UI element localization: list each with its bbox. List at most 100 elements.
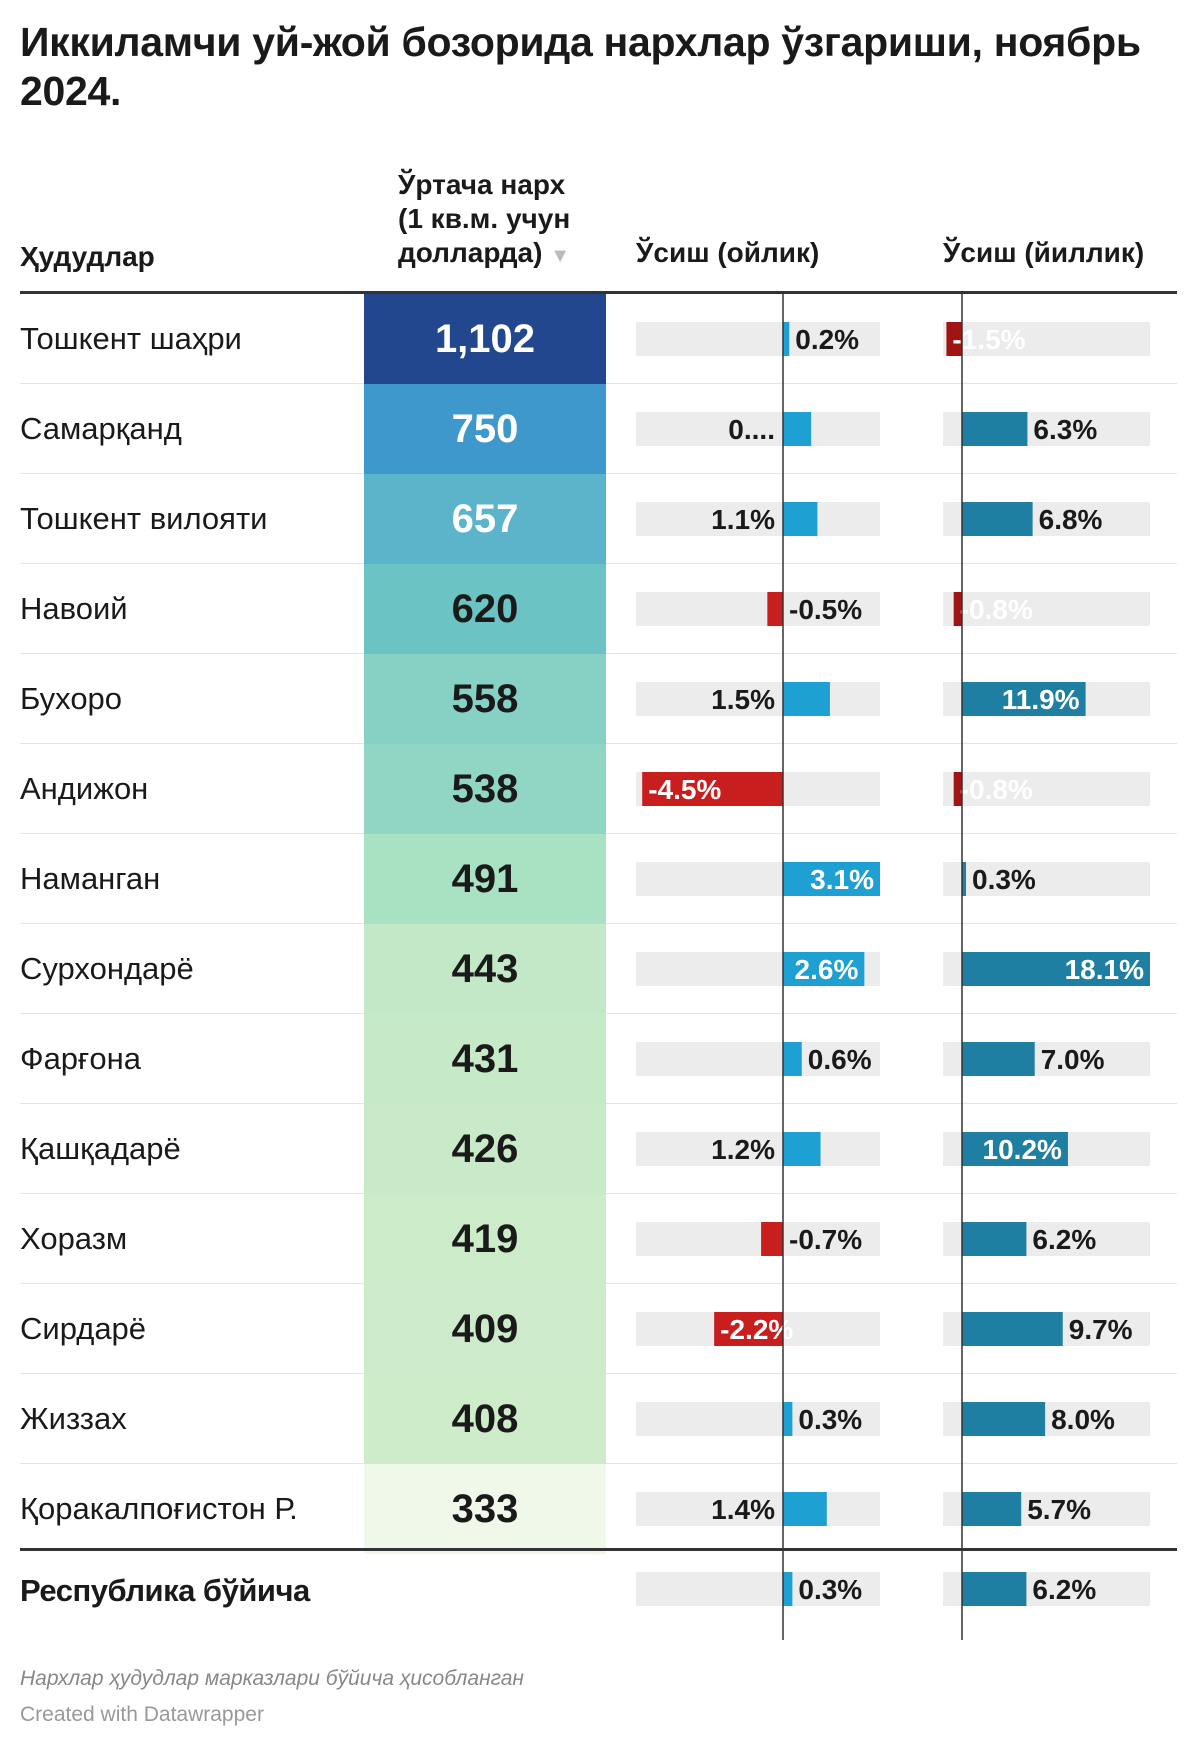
table-row[interactable]: Наманган 491 bbox=[20, 834, 1177, 924]
price-cell: 558 bbox=[364, 654, 606, 744]
table-row[interactable]: Фарғона 431 bbox=[20, 1014, 1177, 1104]
yearly-track-5 bbox=[943, 772, 1150, 806]
table-row[interactable]: Андижон 538 bbox=[20, 744, 1177, 834]
table-row[interactable]: Бухоро 558 bbox=[20, 654, 1177, 744]
price-cell: 620 bbox=[364, 564, 606, 654]
table-row[interactable]: Қоракалпоғистон Р. 333 bbox=[20, 1464, 1177, 1554]
price-cell: 333 bbox=[364, 1464, 606, 1554]
yearly-value-label-1: 6.3% bbox=[1033, 414, 1097, 445]
yearly-bar-12[interactable] bbox=[962, 1402, 1046, 1436]
price-cell: 491 bbox=[364, 834, 606, 924]
monthly-bar-7[interactable] bbox=[783, 952, 865, 986]
monthly-bar-2[interactable] bbox=[783, 502, 818, 536]
monthly-value-label-3: -0.5% bbox=[789, 594, 862, 625]
monthly-value-label-0: 0.2% bbox=[795, 324, 859, 355]
monthly-bar-1[interactable] bbox=[783, 412, 812, 446]
column-header-price[interactable]: Ўртача нарх (1 кв.м. учун долларда) ▼ bbox=[398, 168, 618, 273]
footer-credit[interactable]: Created with Datawrapper bbox=[20, 1703, 264, 1726]
monthly-value-label-11: -2.2% bbox=[720, 1314, 793, 1345]
header-divider bbox=[20, 291, 1177, 294]
yearly-value-label-10: 6.2% bbox=[1032, 1224, 1096, 1255]
monthly-bar-3[interactable] bbox=[767, 592, 783, 626]
yearly-value-label-0: -1.5% bbox=[952, 324, 1025, 355]
monthly-track-total bbox=[636, 1572, 880, 1606]
region-name: Қоракалпоғистон Р. bbox=[20, 1491, 298, 1526]
total-region-label: Республика бўйича bbox=[20, 1573, 310, 1608]
monthly-value-label-12: 0.3% bbox=[798, 1404, 862, 1435]
monthly-bar-6[interactable] bbox=[783, 862, 880, 896]
yearly-bar-1[interactable] bbox=[962, 412, 1028, 446]
yearly-bar-0[interactable] bbox=[946, 322, 962, 356]
price-header-line2: (1 кв.м. учун bbox=[398, 203, 571, 234]
monthly-value-label-1: 0.... bbox=[728, 414, 775, 445]
region-name: Тошкент шаҳри bbox=[20, 321, 242, 356]
monthly-bar-8[interactable] bbox=[783, 1042, 802, 1076]
region-name: Бухоро bbox=[20, 681, 123, 716]
yearly-value-label-13: 5.7% bbox=[1027, 1494, 1091, 1525]
monthly-bar-0[interactable] bbox=[783, 322, 790, 356]
price-cell: 431 bbox=[364, 1014, 606, 1104]
total-divider bbox=[20, 1548, 1177, 1551]
region-name: Самарқанд bbox=[20, 411, 182, 446]
yearly-value-label-5: -0.8% bbox=[960, 774, 1033, 805]
price-cell: 1,102 bbox=[364, 294, 606, 384]
price-cell: 657 bbox=[364, 474, 606, 564]
table-row[interactable]: Хоразм 419 bbox=[20, 1194, 1177, 1284]
region-name: Жиззах bbox=[20, 1401, 127, 1436]
yearly-bar-2[interactable] bbox=[962, 502, 1033, 536]
yearly-bar-10[interactable] bbox=[962, 1222, 1027, 1256]
yearly-bar-11[interactable] bbox=[962, 1312, 1063, 1346]
yearly-bar-total[interactable] bbox=[962, 1572, 1027, 1606]
monthly-bar-5[interactable] bbox=[642, 772, 783, 806]
monthly-bar-4[interactable] bbox=[783, 682, 830, 716]
region-name: Фарғона bbox=[20, 1041, 141, 1076]
table-row[interactable]: Сурхондарё 443 bbox=[20, 924, 1177, 1014]
monthly-bar-9[interactable] bbox=[783, 1132, 821, 1166]
region-name: Тошкент вилояти bbox=[20, 501, 268, 536]
monthly-bar-13[interactable] bbox=[783, 1492, 827, 1526]
monthly-track-2 bbox=[636, 502, 880, 536]
price-header-line1: Ўртача нарх bbox=[398, 169, 566, 200]
price-cell: 426 bbox=[364, 1104, 606, 1194]
monthly-value-label-4: 1.5% bbox=[711, 684, 775, 715]
yearly-value-label-total: 6.2% bbox=[1032, 1574, 1096, 1605]
monthly-bar-12[interactable] bbox=[783, 1402, 793, 1436]
yearly-bar-5[interactable] bbox=[953, 772, 962, 806]
yearly-value-label-8: 7.0% bbox=[1041, 1044, 1105, 1075]
table-row[interactable]: Жиззах 408 bbox=[20, 1374, 1177, 1464]
yearly-bar-13[interactable] bbox=[962, 1492, 1022, 1526]
monthly-bar-11[interactable] bbox=[714, 1312, 783, 1346]
yearly-value-label-7: 18.1% bbox=[1065, 954, 1144, 985]
column-header-monthly: Ўсиш (ойлик) bbox=[636, 237, 820, 268]
region-name: Навоий bbox=[20, 591, 128, 626]
region-name: Сурхондарё bbox=[20, 951, 194, 986]
price-cell: 409 bbox=[364, 1284, 606, 1374]
table-row[interactable]: Навоий 620 bbox=[20, 564, 1177, 654]
total-row: Республика бўйича bbox=[20, 1551, 1177, 1633]
yearly-bar-9[interactable] bbox=[962, 1132, 1068, 1166]
table-row[interactable]: Сирдарё 409 bbox=[20, 1284, 1177, 1374]
column-header-yearly: Ўсиш (йиллик) bbox=[943, 237, 1145, 268]
yearly-bar-4[interactable] bbox=[962, 682, 1086, 716]
table-row[interactable]: Самарқанд 750 bbox=[20, 384, 1177, 474]
region-name: Сирдарё bbox=[20, 1311, 147, 1346]
monthly-track-3 bbox=[636, 592, 880, 626]
sort-descending-icon[interactable]: ▼ bbox=[550, 245, 570, 267]
yearly-bar-7[interactable] bbox=[962, 952, 1150, 986]
price-header-line3-text: долларда) bbox=[398, 237, 543, 268]
table-row[interactable]: Тошкент вилояти 657 bbox=[20, 474, 1177, 564]
table-row[interactable]: Тошкент шаҳри 1,102 bbox=[20, 294, 1177, 384]
price-cell: 419 bbox=[364, 1194, 606, 1284]
yearly-bar-8[interactable] bbox=[962, 1042, 1035, 1076]
table-row[interactable]: Қашқадарё 426 bbox=[20, 1104, 1177, 1194]
yearly-bar-6[interactable] bbox=[962, 862, 966, 896]
monthly-bar-total[interactable] bbox=[783, 1572, 793, 1606]
price-header-line3: долларда) ▼ bbox=[398, 236, 618, 273]
monthly-track-0 bbox=[636, 322, 880, 356]
yearly-track-6 bbox=[943, 862, 1150, 896]
monthly-bar-10[interactable] bbox=[761, 1222, 783, 1256]
monthly-track-9 bbox=[636, 1132, 880, 1166]
yearly-bar-3[interactable] bbox=[953, 592, 962, 626]
yearly-track-3 bbox=[943, 592, 1150, 626]
monthly-track-13 bbox=[636, 1492, 880, 1526]
